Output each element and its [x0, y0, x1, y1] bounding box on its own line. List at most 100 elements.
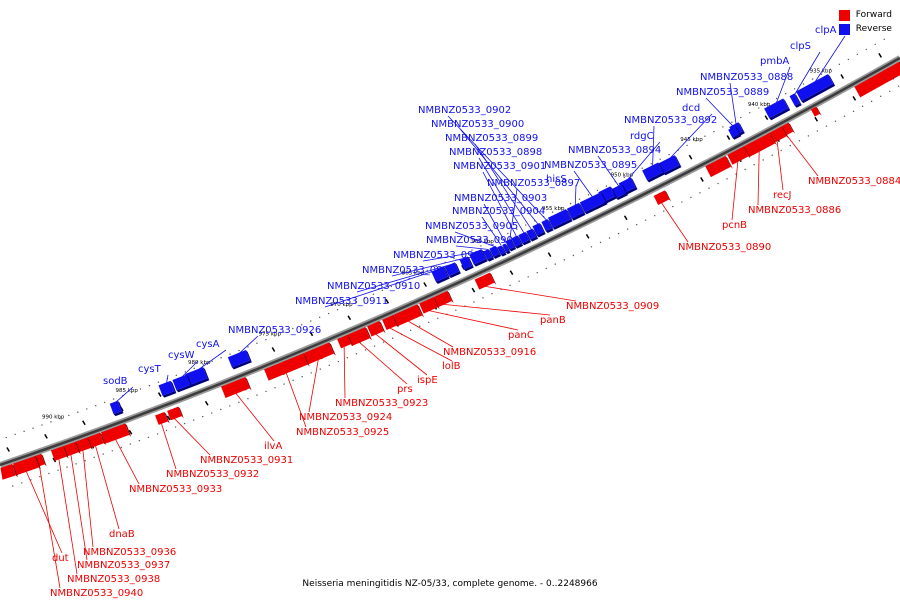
kbp-tick-label: 945 kbp — [680, 137, 703, 143]
reverse-gene-label: NMBNZ0533_0903 — [454, 193, 547, 204]
reverse-gene-label: dcd — [682, 103, 700, 114]
reverse-gene-leader — [195, 349, 227, 372]
ruler-dot — [672, 205, 674, 208]
reverse-gene-label: NMBNZ0533_0904 — [452, 206, 545, 217]
reverse-gene-label: pmbA — [760, 56, 789, 67]
forward-gene-leader — [389, 327, 453, 362]
forward-gene-label: NMBNZ0533_0909 — [566, 301, 659, 312]
reverse-gene-leader — [474, 143, 532, 230]
reverse-gene-label: NMBNZ0533_0906 — [426, 235, 519, 246]
ruler-dot — [775, 97, 778, 100]
forward-gene — [743, 132, 778, 158]
reverse-gene-label: cysT — [138, 364, 162, 375]
ruler-dot — [139, 388, 142, 390]
reverse-gene-leader — [356, 263, 452, 293]
ruler-dot — [578, 198, 581, 200]
reverse-gene-leader — [115, 386, 134, 403]
forward-gene-leader — [661, 202, 689, 243]
ruler-dot — [883, 38, 885, 41]
ruler-dash — [840, 74, 845, 79]
ruler-dot — [695, 140, 697, 142]
forward-gene-leader — [484, 285, 577, 302]
forward-gene-leader — [38, 465, 61, 589]
reverse-gene-leader — [597, 155, 620, 187]
ruler-dot — [498, 236, 500, 239]
ruler-dot — [354, 301, 357, 303]
reverse-gene — [172, 374, 193, 393]
ruler-dash — [547, 252, 552, 258]
ruler-dot — [111, 450, 113, 452]
ruler-dot — [382, 341, 385, 343]
reverse-gene — [789, 93, 802, 108]
ruler-dot — [784, 92, 787, 95]
ruler-dot — [726, 178, 728, 180]
ruler-dot — [663, 210, 665, 212]
forward-gene-label: NMBNZ0533_0937 — [77, 560, 170, 571]
ruler-dot — [39, 475, 41, 478]
ruler-dot — [482, 297, 484, 299]
reverse-gene-leader — [391, 257, 466, 277]
ruler-dot — [825, 125, 828, 127]
reverse-gene-label: NMBNZ0533_0907 — [393, 250, 486, 261]
ruler-dot — [507, 232, 509, 235]
ruler-dot — [192, 419, 195, 421]
reverse-gene-label: sodB — [103, 376, 128, 387]
ruler-dash — [82, 420, 86, 426]
ruler-dot — [327, 312, 330, 315]
ruler-dot — [681, 201, 683, 203]
ruler-dot — [32, 427, 34, 429]
forward-gene-label: NMBNZ0533_0916 — [443, 347, 536, 358]
reverse-gene-leader — [794, 51, 821, 95]
forward-swatch — [838, 9, 850, 21]
ruler-dot — [156, 433, 159, 435]
reverse-gene-label: NMBNZ0533_0892 — [624, 115, 717, 126]
forward-gene-leader — [343, 346, 346, 399]
kbp-tick-label: 950 kbp — [611, 172, 634, 178]
reverse-gene-leader — [238, 335, 259, 355]
ruler-dot — [247, 346, 249, 348]
reverse-swatch — [838, 23, 850, 35]
forward-gene-label: NMBNZ0533_0884 — [808, 176, 900, 187]
ruler-dash — [204, 400, 209, 406]
forward-gene-label: dnaB — [109, 529, 135, 540]
forward-gene — [367, 321, 386, 337]
ruler-dot — [605, 185, 608, 187]
ruler-dot — [23, 430, 25, 433]
ruler-dot — [807, 135, 810, 137]
ruler-dot — [865, 48, 867, 51]
forward-gene — [101, 423, 132, 444]
ruler-dot — [563, 259, 566, 261]
reverse-gene — [526, 228, 539, 242]
ruler-dot — [337, 360, 340, 363]
forward-gene — [653, 190, 672, 205]
ruler-dot — [762, 159, 764, 161]
ruler-dot — [489, 241, 491, 243]
reverse-gene — [497, 245, 507, 257]
forward-gene — [12, 456, 41, 476]
forward-gene-leader — [114, 438, 140, 485]
ruler-dash — [700, 177, 704, 182]
reverse-gene — [658, 155, 682, 176]
reverse-gene-leader — [482, 171, 517, 237]
ruler-dot — [518, 280, 520, 282]
reverse-gene — [158, 380, 177, 398]
ruler-dot — [148, 384, 151, 387]
reverse-gene-label: clpS — [790, 41, 811, 52]
reverse-gene — [505, 238, 517, 252]
forward-gene-label: dut — [52, 553, 69, 564]
ruler-dot — [811, 78, 814, 80]
ruler-dot — [336, 308, 339, 311]
ruler-dot — [292, 327, 294, 330]
ruler-dot — [14, 433, 16, 436]
ruler-dot — [560, 207, 563, 209]
ruler-dot — [328, 364, 330, 367]
kbp-tick-label: 975 kbp — [259, 332, 282, 338]
forward-gene — [419, 297, 440, 314]
ruler-dot — [381, 289, 384, 292]
forward-gene-leader — [161, 423, 177, 470]
ruler-dot — [41, 424, 43, 426]
forward-gene-leader — [776, 140, 784, 191]
ruler-dot — [310, 372, 312, 374]
ruler-dot — [75, 463, 77, 465]
